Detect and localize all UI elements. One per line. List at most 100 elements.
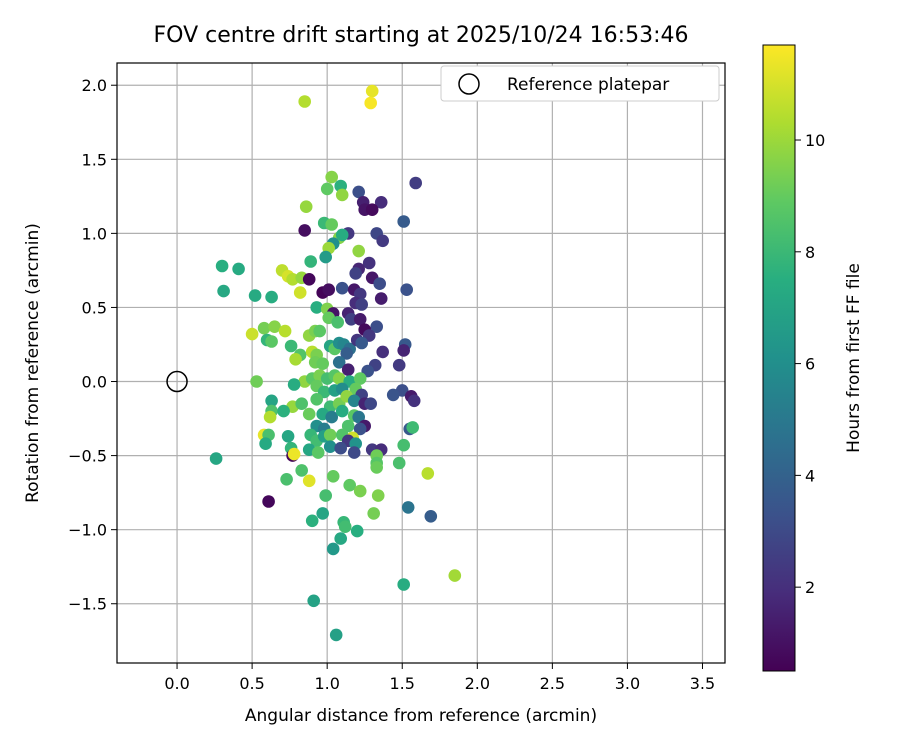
data-point [397, 438, 411, 452]
colorbar-ticks: 2 4 6 8 10 [795, 131, 825, 597]
data-point [386, 388, 400, 402]
reference-platepar-marker [166, 370, 188, 393]
x-tick-label: 0.0 [164, 674, 189, 693]
data-point [335, 404, 349, 418]
y-tick-label: −0.5 [68, 447, 107, 466]
data-point [319, 250, 333, 264]
data-point [250, 375, 263, 388]
data-point [353, 372, 367, 385]
data-point [305, 514, 319, 528]
data-point [371, 489, 385, 502]
data-point [353, 313, 367, 326]
x-tick-label: 3.5 [690, 674, 715, 693]
data-point [313, 324, 327, 338]
data-point [268, 320, 281, 334]
data-point [319, 489, 333, 502]
data-point [392, 456, 406, 470]
colorbar-tick-label: 4 [805, 466, 815, 485]
x-tick-label: 1.5 [390, 674, 415, 693]
data-point [397, 578, 411, 591]
data-point [302, 273, 316, 286]
data-point [277, 404, 290, 418]
colorbar-gradient [762, 44, 796, 672]
data-point [302, 474, 316, 488]
data-point [370, 320, 384, 334]
data-point [335, 228, 349, 242]
data-point [304, 255, 318, 268]
data-point [365, 84, 379, 98]
x-tick-label: 2.0 [465, 674, 490, 693]
data-point [326, 470, 340, 483]
data-point [334, 441, 348, 455]
data-point [310, 301, 324, 314]
data-point [340, 347, 354, 360]
data-point [341, 419, 355, 433]
data-point [293, 286, 307, 299]
data-point [362, 256, 376, 270]
data-point [263, 410, 277, 424]
data-point [352, 410, 366, 424]
data-point [215, 259, 229, 273]
data-point [278, 324, 292, 338]
data-point [406, 421, 420, 434]
data-point [284, 339, 298, 353]
data-point [329, 628, 343, 642]
data-point [364, 96, 378, 110]
data-point [376, 234, 390, 248]
data-point [401, 501, 415, 514]
grid-lines [117, 63, 725, 663]
y-tick-label: 2.0 [82, 76, 107, 95]
data-point [265, 394, 278, 408]
data-point [365, 203, 379, 216]
data-point [259, 437, 272, 451]
data-point [332, 372, 346, 385]
legend-box [440, 65, 720, 102]
data-point [295, 397, 309, 411]
data-point [232, 262, 245, 276]
data-point [376, 345, 390, 359]
data-point [265, 290, 278, 304]
data-point [257, 321, 271, 335]
y-axis-ticks: −1.5 −1.0 −0.5 0.0 0.5 1.0 1.5 2.0 [68, 76, 117, 614]
y-tick-label: −1.5 [68, 595, 107, 614]
colorbar-tick-label: 10 [805, 131, 825, 150]
data-point [298, 224, 312, 237]
data-point [326, 542, 340, 556]
y-tick-label: −1.0 [68, 521, 107, 540]
legend-marker-icon [458, 73, 480, 95]
data-point [265, 335, 278, 348]
data-point [397, 215, 411, 228]
data-point [299, 200, 313, 213]
data-point [289, 353, 302, 366]
data-point [209, 452, 223, 465]
data-point [341, 363, 355, 377]
data-point [370, 461, 384, 474]
data-point [367, 507, 381, 520]
data-point [335, 281, 349, 295]
data-point [325, 170, 339, 184]
data-point [448, 569, 462, 582]
data-point [295, 464, 309, 477]
colorbar-label: Hours from first FF file [844, 263, 864, 453]
data-point [421, 467, 435, 480]
data-point [287, 447, 301, 461]
x-tick-label: 0.5 [239, 674, 264, 693]
data-point [310, 393, 324, 406]
colorbar-tick-label: 8 [805, 243, 815, 262]
data-point [347, 446, 361, 459]
data-point [352, 244, 366, 258]
data-point [338, 520, 352, 533]
data-point [343, 478, 357, 492]
data-point [325, 218, 339, 231]
x-tick-label: 1.0 [314, 674, 339, 693]
data-point [325, 410, 339, 424]
data-point [344, 313, 358, 326]
data-point [316, 357, 330, 371]
plot-frame [116, 62, 726, 664]
data-point [350, 524, 364, 538]
chart-title: FOV centre drift starting at 2025/10/24 … [154, 23, 689, 48]
data-point [335, 188, 349, 202]
data-point [374, 196, 388, 209]
colorbar: 2 4 6 8 10 Hours from first FF file [762, 44, 864, 672]
